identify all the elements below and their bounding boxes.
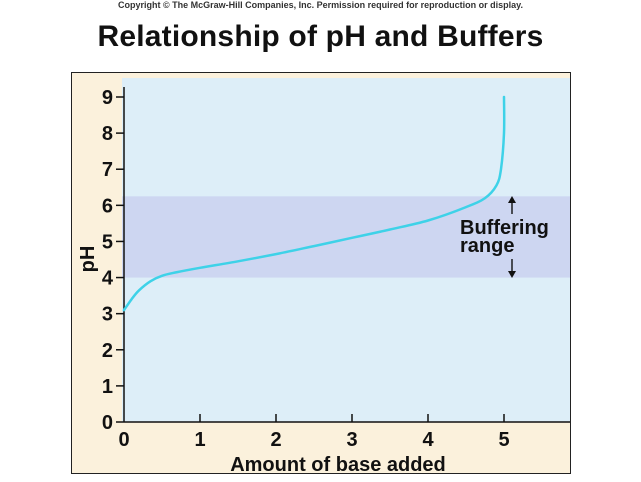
x-tick-label: 0 xyxy=(118,429,129,451)
y-tick-label: 8 xyxy=(102,123,113,145)
y-tick-label: 4 xyxy=(102,268,114,290)
y-tick-label: 2 xyxy=(102,340,113,362)
titration-curve xyxy=(122,95,506,312)
y-tick-label: 0 xyxy=(102,412,113,434)
x-tick-label: 4 xyxy=(422,429,434,451)
buffering-range-label-line1: Buffering xyxy=(460,217,549,239)
y-tick-label: 6 xyxy=(102,195,113,217)
y-tick-label: 3 xyxy=(102,304,113,326)
down-arrow-icon xyxy=(508,271,516,278)
buffering-range-label-line2: range xyxy=(460,235,514,257)
buffering-range-band xyxy=(122,196,570,278)
copyright-notice: Copyright © The McGraw-Hill Companies, I… xyxy=(117,0,524,10)
up-arrow-icon xyxy=(508,196,516,203)
x-tick-label: 1 xyxy=(194,429,205,451)
chart-title: Relationship of pH and Buffers xyxy=(97,20,544,53)
x-tick-label: 2 xyxy=(270,429,281,451)
y-tick-label: 7 xyxy=(102,159,113,181)
y-tick-label: 1 xyxy=(102,376,113,398)
x-axis-title: Amount of base added xyxy=(230,454,446,476)
y-tick-label: 9 xyxy=(102,87,113,109)
x-tick-label: 5 xyxy=(498,429,509,451)
x-tick-label: 3 xyxy=(346,429,357,451)
y-axis-title: pH xyxy=(77,246,99,273)
y-tick-label: 5 xyxy=(102,231,113,253)
